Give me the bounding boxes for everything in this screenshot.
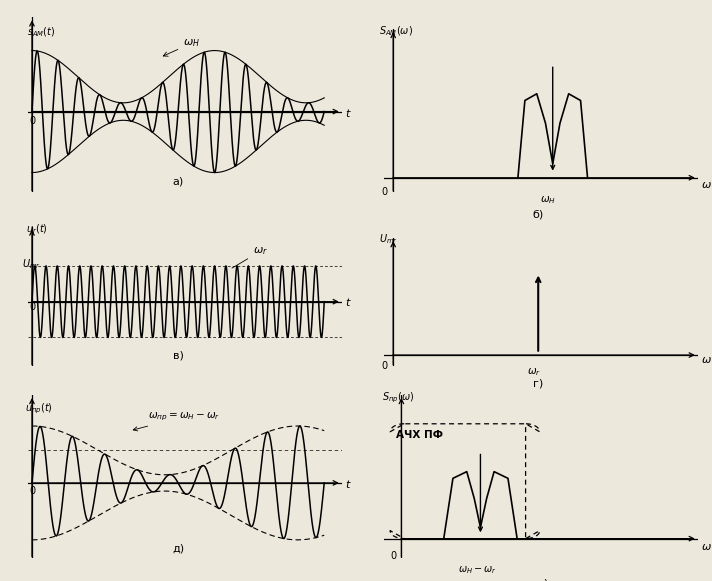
Text: е): е): [537, 579, 548, 581]
Text: $\omega_H$: $\omega_H$: [540, 194, 556, 206]
Text: $\omega$: $\omega$: [701, 355, 711, 365]
Text: АЧХ ПФ: АЧХ ПФ: [396, 430, 443, 440]
Text: 0: 0: [30, 116, 36, 125]
Text: $U_{mr}$: $U_{mr}$: [21, 257, 41, 271]
Text: $s_{AM}(t)$: $s_{AM}(t)$: [27, 25, 56, 39]
Text: 0: 0: [382, 187, 388, 197]
Text: $\omega_r$: $\omega_r$: [232, 245, 268, 268]
Text: д): д): [172, 543, 184, 553]
Text: $t$: $t$: [345, 107, 352, 119]
Text: $\omega_H-\omega_r$: $\omega_H-\omega_r$: [459, 564, 497, 576]
Text: 0: 0: [30, 486, 36, 496]
Text: 0: 0: [382, 361, 388, 371]
Text: $t$: $t$: [345, 478, 352, 490]
Text: $u_r(t)$: $u_r(t)$: [26, 222, 48, 236]
Text: 0: 0: [390, 551, 397, 561]
Text: $t$: $t$: [345, 296, 352, 308]
Text: а): а): [172, 177, 184, 187]
Text: $S_{AM}(\omega)$: $S_{AM}(\omega)$: [379, 24, 413, 38]
Text: г): г): [533, 379, 543, 389]
Text: $\omega$: $\omega$: [701, 180, 711, 190]
Text: в): в): [172, 351, 184, 361]
Text: $\omega_r$: $\omega_r$: [527, 366, 541, 378]
Text: $U_{mr}$: $U_{mr}$: [379, 232, 397, 246]
Text: $S_{пр}(\omega)$: $S_{пр}(\omega)$: [382, 390, 414, 404]
Text: б): б): [533, 210, 544, 220]
Text: $u_{пр}(t)$: $u_{пр}(t)$: [25, 401, 53, 416]
Text: $\omega$: $\omega$: [701, 542, 711, 552]
Text: $\omega_H$: $\omega_H$: [163, 37, 200, 56]
Text: 0: 0: [30, 302, 36, 311]
Text: $\omega_{пр}=\omega_H-\omega_r$: $\omega_{пр}=\omega_H-\omega_r$: [133, 410, 221, 431]
